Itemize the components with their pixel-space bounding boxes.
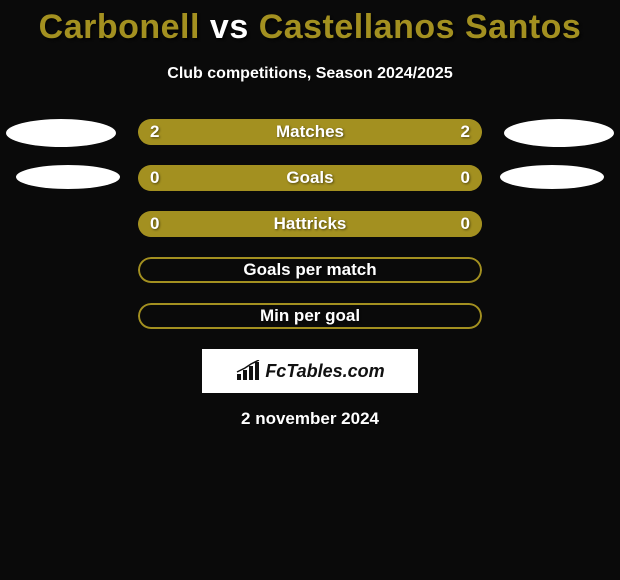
stat-bar: 00Hattricks [138, 211, 482, 237]
stat-row: 00Hattricks [0, 211, 620, 237]
title-player1: Carbonell [39, 8, 200, 46]
logo-box[interactable]: FcTables.com [202, 349, 418, 393]
stat-label: Matches [138, 119, 482, 145]
stat-bar: Min per goal [138, 303, 482, 329]
date-line: 2 november 2024 [0, 409, 620, 429]
stat-row: Goals per match [0, 257, 620, 283]
stat-bar: Goals per match [138, 257, 482, 283]
stat-label: Min per goal [138, 303, 482, 329]
title-player2: Castellanos Santos [259, 8, 582, 46]
stats-area: 22Matches 00Goals 00Hattricks Goals per mat… [0, 119, 620, 329]
stat-row: 22Matches [0, 119, 620, 145]
logo-text: FcTables.com [265, 361, 384, 382]
stat-row: 00Goals [0, 165, 620, 191]
stat-label: Goals per match [138, 257, 482, 283]
page-title: Carbonell vs Castellanos Santos [0, 8, 620, 47]
stat-bar: 22Matches [138, 119, 482, 145]
stat-bar: 00Goals [138, 165, 482, 191]
title-vs: vs [210, 8, 249, 46]
stat-label: Goals [138, 165, 482, 191]
subtitle: Club competitions, Season 2024/2025 [0, 65, 620, 83]
stat-row: Min per goal [0, 303, 620, 329]
stat-label: Hattricks [138, 211, 482, 237]
logo-bars-icon [235, 360, 261, 382]
